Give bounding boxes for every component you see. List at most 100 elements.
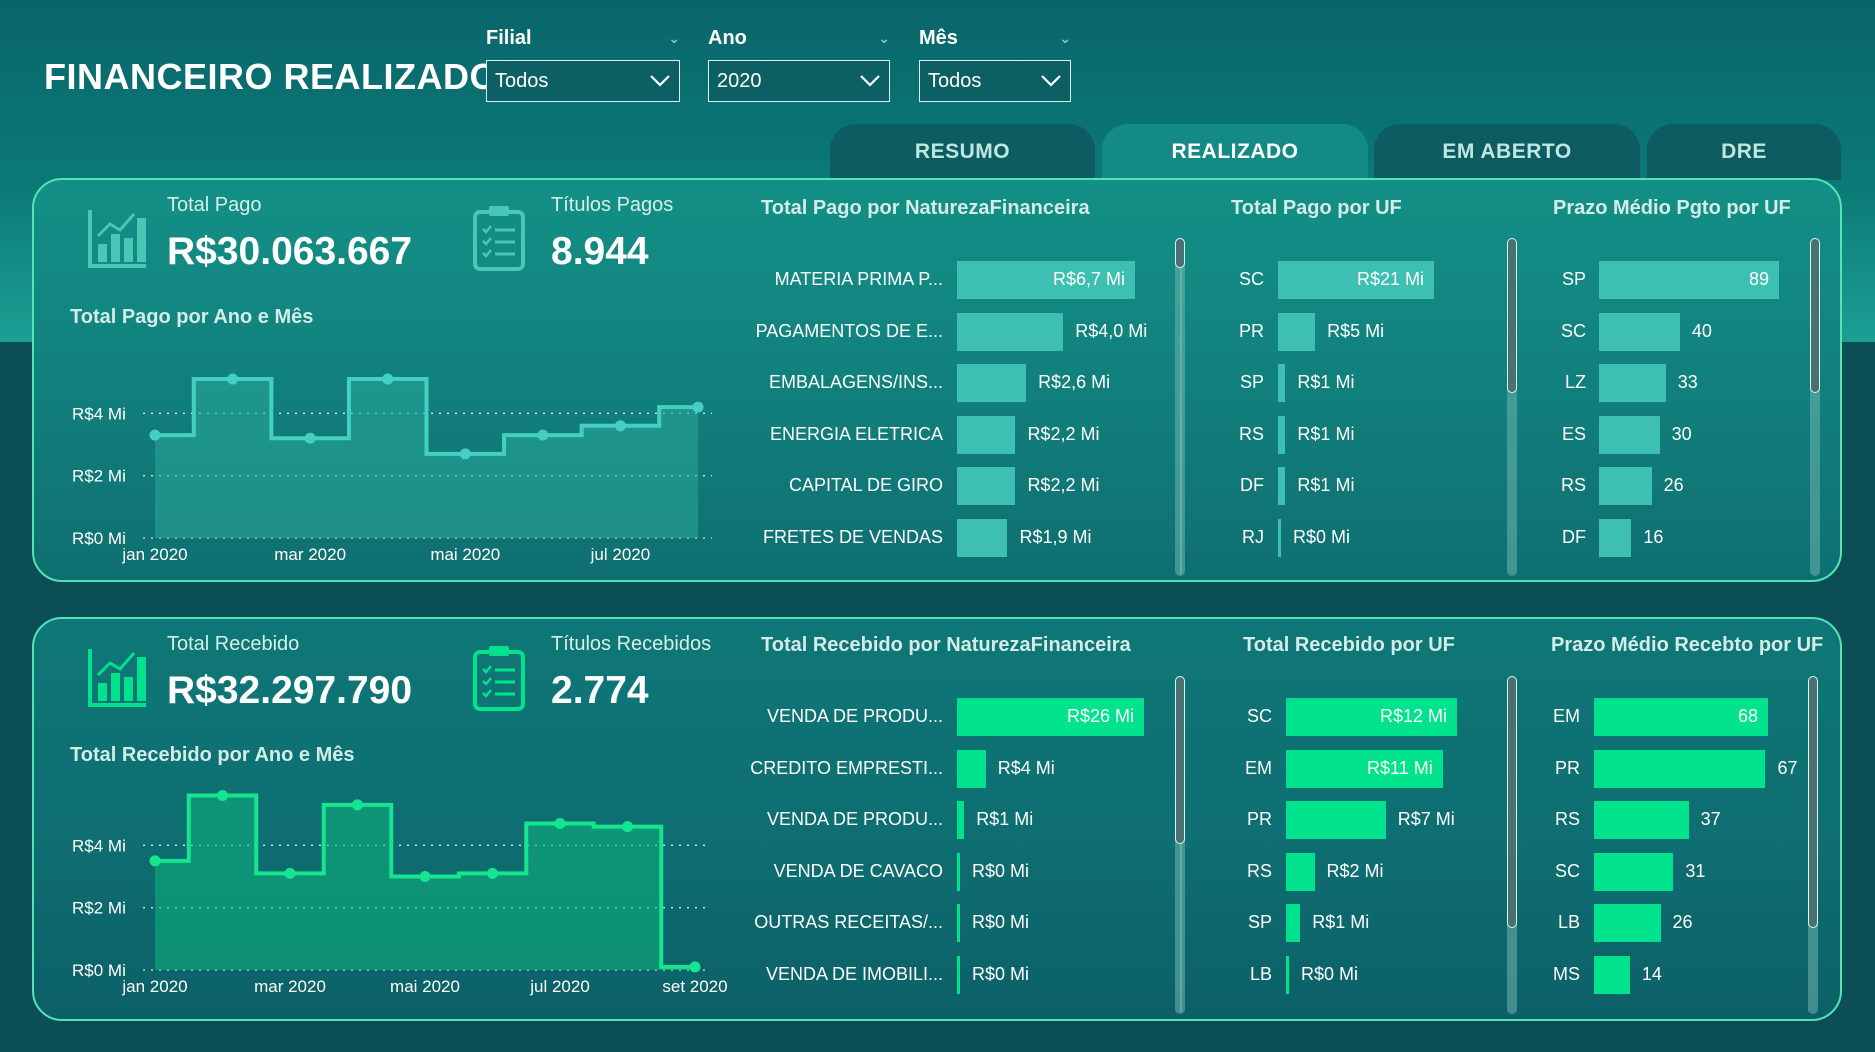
bar[interactable] <box>1286 904 1301 943</box>
bar[interactable] <box>1599 261 1779 299</box>
mes-dropdown[interactable]: Todos <box>919 60 1071 102</box>
recebido-area-chart: R$0 Mi R$2 Mi R$4 Mi jan 2020 mar 2020 mai 20… <box>72 789 728 996</box>
scrollbar[interactable] <box>1175 676 1185 1014</box>
chevron-down-icon[interactable]: ⌄ <box>668 29 680 46</box>
bar-value-label: R$1,9 Mi <box>1019 527 1092 547</box>
scrollbar-thumb[interactable] <box>1175 676 1185 844</box>
data-point[interactable] <box>689 961 701 973</box>
titulos-recebidos-label: Títulos Recebidos <box>551 633 712 655</box>
chevron-down-icon <box>650 75 670 87</box>
bar[interactable] <box>1286 956 1289 994</box>
bar[interactable] <box>1594 749 1766 788</box>
data-point[interactable] <box>217 789 228 801</box>
data-point[interactable] <box>537 429 549 441</box>
x-tick-label: jul 2020 <box>590 545 651 564</box>
dropdown-value: 2020 <box>717 69 762 92</box>
bar[interactable] <box>1594 852 1674 891</box>
bar[interactable] <box>957 467 1016 506</box>
tab-realizado[interactable]: REALIZADO <box>1102 124 1368 180</box>
bar[interactable] <box>957 698 1144 736</box>
y-tick-label: R$2 Mi <box>72 899 126 918</box>
data-point[interactable] <box>352 799 363 811</box>
bar-category-label: LZ <box>1564 372 1586 393</box>
bar[interactable] <box>957 852 960 891</box>
bar[interactable] <box>1286 801 1386 840</box>
bar[interactable] <box>957 956 960 994</box>
bar[interactable] <box>1286 852 1315 891</box>
bar-value-label: R$4,0 Mi <box>1075 320 1148 341</box>
tab-em-aberto[interactable]: EM ABERTO <box>1374 124 1640 180</box>
chevron-down-icon[interactable]: ⌄ <box>1059 29 1071 46</box>
scrollbar-thumb[interactable] <box>1808 676 1818 928</box>
bar[interactable] <box>957 749 986 788</box>
bar[interactable] <box>957 312 1064 351</box>
chevron-down-icon[interactable]: ⌄ <box>878 29 890 46</box>
data-point[interactable] <box>419 871 431 882</box>
bar[interactable] <box>957 415 1016 454</box>
bar[interactable] <box>1594 956 1630 994</box>
bar[interactable] <box>957 904 960 943</box>
data-point[interactable] <box>614 420 626 432</box>
scrollbar-thumb[interactable] <box>1810 238 1820 393</box>
bar-category-label: SP <box>1561 269 1586 289</box>
data-point[interactable] <box>487 867 498 879</box>
tab-dre[interactable]: DRE <box>1647 124 1841 180</box>
bar[interactable] <box>1286 749 1443 788</box>
bar-value-label: 67 <box>1777 757 1798 778</box>
data-point[interactable] <box>149 429 161 441</box>
bar-category-label: CREDITO EMPRESTI... <box>750 757 943 778</box>
bar-value-label: 33 <box>1677 372 1698 393</box>
x-tick-label: jan 2020 <box>121 545 187 564</box>
data-point[interactable] <box>284 867 296 879</box>
bar-value-label: R$4 Mi <box>997 757 1055 778</box>
data-point[interactable] <box>227 373 239 385</box>
filial-dropdown[interactable]: Todos <box>486 60 680 102</box>
bar[interactable] <box>957 519 1008 557</box>
data-point[interactable] <box>304 432 316 444</box>
scrollbar-thumb[interactable] <box>1507 238 1517 393</box>
bar[interactable] <box>1599 312 1680 351</box>
bar[interactable] <box>1594 801 1689 840</box>
scrollbar[interactable] <box>1507 238 1517 576</box>
clipboard-icon <box>473 646 525 711</box>
data-point[interactable] <box>554 818 566 830</box>
bar-value-label: R$0 Mi <box>972 964 1030 984</box>
y-tick-label: R$0 Mi <box>72 961 126 980</box>
bar[interactable] <box>1599 519 1632 557</box>
bar-category-label: EM <box>1245 757 1272 778</box>
bar[interactable] <box>1278 261 1434 299</box>
total-recebido-label: Total Recebido <box>167 633 300 655</box>
data-point[interactable] <box>622 821 633 833</box>
bar[interactable] <box>1599 467 1652 506</box>
bar[interactable] <box>957 261 1135 299</box>
bar-category-label: VENDA DE PRODU... <box>766 706 943 726</box>
bar[interactable] <box>1278 415 1286 454</box>
scrollbar-thumb[interactable] <box>1175 238 1185 268</box>
bar[interactable] <box>1594 698 1768 736</box>
bar[interactable] <box>1594 904 1661 943</box>
bar[interactable] <box>1278 364 1286 403</box>
bar[interactable] <box>957 801 965 840</box>
bar[interactable] <box>1278 467 1286 506</box>
tab-resumo[interactable]: RESUMO <box>830 124 1095 180</box>
scrollbar[interactable] <box>1810 238 1820 576</box>
scrollbar[interactable] <box>1175 238 1185 576</box>
ano-dropdown[interactable]: 2020 <box>708 60 890 102</box>
bar-category-label: MS <box>1553 964 1580 984</box>
bar[interactable] <box>1599 364 1666 403</box>
bar[interactable] <box>957 364 1027 403</box>
bar[interactable] <box>1599 415 1660 454</box>
scrollbar-thumb[interactable] <box>1507 676 1517 928</box>
bar-value-label: 30 <box>1671 423 1692 444</box>
bar-value-label: R$1 Mi <box>1297 475 1355 496</box>
bar[interactable] <box>1278 519 1281 557</box>
bar[interactable] <box>1278 312 1316 351</box>
data-point[interactable] <box>692 401 704 413</box>
data-point[interactable] <box>459 448 471 460</box>
data-point[interactable] <box>382 373 394 385</box>
bar-value-label: 89 <box>1748 269 1769 289</box>
bar-value-label: 14 <box>1641 964 1662 984</box>
data-point[interactable] <box>149 855 161 867</box>
pago-natureza-title: Total Pago por NaturezaFinanceira <box>761 197 1090 219</box>
bar[interactable] <box>1286 698 1457 736</box>
